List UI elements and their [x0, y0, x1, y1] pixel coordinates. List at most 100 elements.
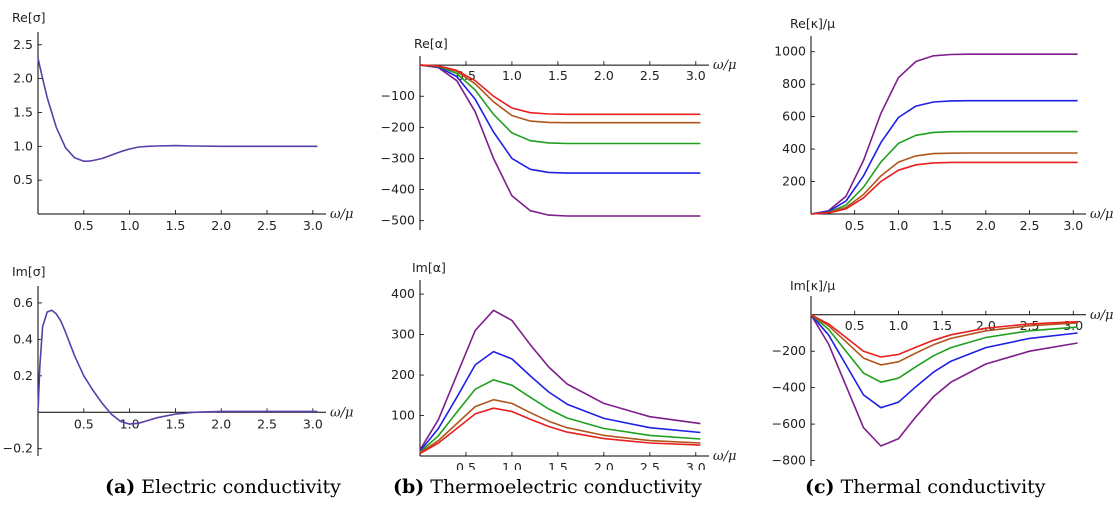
- caption-a: (a) Electric conductivity: [105, 476, 341, 498]
- series-line: [810, 99, 1078, 215]
- y-tick-label: −200: [381, 119, 415, 134]
- x-tick-label: 2.0: [976, 218, 996, 233]
- y-tick-label: −500: [381, 213, 415, 228]
- series-line: [810, 130, 1078, 215]
- caption-c-text: Thermal conductivity: [840, 476, 1046, 498]
- y-tick-label: 400: [391, 286, 415, 301]
- x-tick-label: 3.0: [686, 460, 706, 470]
- series-line: [810, 314, 1078, 366]
- series-line: [810, 314, 1078, 447]
- y-tick-label: 2.0: [13, 71, 33, 86]
- y-axis-label: Im[κ]/μ: [790, 278, 835, 293]
- caption-b: (b) Thermoelectric conductivity: [393, 476, 702, 498]
- x-tick-label: 3.0: [1063, 218, 1083, 233]
- caption-c-label: (c): [805, 476, 835, 498]
- x-tick-label: 2.0: [211, 218, 231, 233]
- y-tick-label: −800: [772, 453, 806, 468]
- x-tick-label: 2.0: [594, 460, 614, 470]
- chart-re-alpha: 0.5 1.0 1.5 2.0 2.5 3.0−500−400−300−200−100Re…: [381, 36, 736, 230]
- series-line: [810, 314, 1078, 383]
- x-tick-label: 1.5: [548, 68, 568, 83]
- y-axis-label: Re[σ]: [12, 10, 46, 25]
- x-tick-label: 0.5: [74, 218, 94, 233]
- x-tick-label: 0.5: [845, 218, 865, 233]
- series-line: [810, 314, 1078, 409]
- y-tick-label: 0.5: [13, 172, 33, 187]
- caption-a-text: Electric conductivity: [141, 476, 341, 498]
- y-tick-label: 400: [782, 141, 806, 156]
- y-tick-label: 2.5: [13, 37, 33, 52]
- x-tick-label: 2.5: [640, 68, 660, 83]
- x-tick-label: 1.5: [165, 218, 185, 233]
- x-tick-label: 0.5: [845, 318, 865, 333]
- chart-re-sigma: 0.5 1.0 1.5 2.0 2.5 3.0 0.5 1.0 1.5 2.0 2.5 Re[σ] ω/…: [12, 10, 353, 233]
- figure-panels: 0.5 1.0 1.5 2.0 2.5 3.0 0.5 1.0 1.5 2.0 2.5 Re[σ] ω/…: [3, 10, 1114, 470]
- y-tick-label: 100: [391, 408, 415, 423]
- chart-im-kappa: 0.5 1.0 1.5 2.0 2.5 3.0−800−600−400−200Im[κ]/…: [772, 278, 1114, 468]
- y-tick-label: −200: [772, 343, 806, 358]
- series-line: [810, 53, 1078, 215]
- x-tick-label: 3.0: [303, 416, 323, 431]
- chart-im-alpha: 0.5 1.0 1.5 2.0 2.5 3.0 100 200 300 400 Im[α] ω/μ: [391, 260, 736, 470]
- series-line: [810, 152, 1078, 215]
- series-line: [810, 161, 1078, 215]
- x-axis-label: ω/μ: [713, 58, 736, 73]
- x-tick-label: 1.5: [932, 218, 952, 233]
- x-tick-label: 2.0: [211, 416, 231, 431]
- series-line: [419, 350, 701, 452]
- x-tick-label: 3.0: [303, 218, 323, 233]
- y-tick-label: 200: [391, 367, 415, 382]
- chart-im-sigma: 0.5 1.0 1.5 2.0 2.5 3.0−0.20.20.40.6Im[σ]ω/μ: [3, 264, 353, 456]
- x-tick-label: 1.0: [502, 460, 522, 470]
- x-tick-label: 1.0: [120, 218, 140, 233]
- x-tick-label: 2.5: [640, 460, 660, 470]
- x-tick-label: 1.0: [888, 218, 908, 233]
- y-tick-label: 600: [782, 109, 806, 124]
- x-tick-label: 2.0: [594, 68, 614, 83]
- x-axis-label: ω/μ: [1090, 207, 1113, 222]
- series-line: [419, 64, 701, 145]
- series-line: [419, 309, 701, 451]
- y-tick-label: −100: [381, 88, 415, 103]
- y-axis-label: Im[σ]: [12, 264, 46, 279]
- y-tick-label: 1.5: [13, 104, 33, 119]
- x-tick-label: 3.0: [686, 68, 706, 83]
- series-line: [419, 407, 701, 455]
- y-tick-label: −400: [381, 182, 415, 197]
- y-tick-label: −0.2: [3, 441, 33, 456]
- x-axis-label: ω/μ: [330, 405, 353, 420]
- chart-re-kappa: 0.5 1.0 1.5 2.0 2.5 3.0 200 400 600 800 1000 Re[κ]/…: [774, 16, 1113, 233]
- y-tick-label: −300: [381, 150, 415, 165]
- y-tick-label: −600: [772, 416, 806, 431]
- x-tick-label: 0.5: [456, 460, 476, 470]
- y-tick-label: 200: [782, 174, 806, 189]
- caption-a-label: (a): [105, 476, 136, 498]
- y-tick-label: 800: [782, 76, 806, 91]
- caption-b-label: (b): [393, 476, 425, 498]
- y-tick-label: 1.0: [13, 138, 33, 153]
- x-tick-label: 1.5: [548, 460, 568, 470]
- y-tick-label: 1000: [774, 44, 806, 59]
- y-tick-label: 0.2: [13, 368, 33, 383]
- series-line: [419, 64, 701, 217]
- x-tick-label: 2.5: [257, 416, 277, 431]
- caption-b-text: Thermoelectric conductivity: [430, 476, 702, 498]
- x-tick-label: 2.5: [257, 218, 277, 233]
- y-axis-label: Im[α]: [412, 260, 446, 275]
- series-line: [419, 64, 701, 174]
- series-line: [37, 58, 318, 162]
- y-tick-label: −400: [772, 380, 806, 395]
- y-tick-label: 0.6: [13, 295, 33, 310]
- y-axis-label: Re[κ]/μ: [790, 16, 835, 31]
- x-tick-label: 2.5: [1020, 218, 1040, 233]
- y-axis-label: Re[α]: [414, 36, 448, 51]
- x-tick-label: 1.0: [502, 68, 522, 83]
- x-tick-label: 1.5: [165, 416, 185, 431]
- y-tick-label: 0.4: [13, 331, 33, 346]
- series-line: [37, 309, 318, 425]
- x-tick-label: 1.0: [888, 318, 908, 333]
- x-tick-label: 1.5: [932, 318, 952, 333]
- x-axis-label: ω/μ: [1090, 308, 1113, 323]
- caption-c: (c) Thermal conductivity: [805, 476, 1046, 498]
- y-tick-label: 300: [391, 327, 415, 342]
